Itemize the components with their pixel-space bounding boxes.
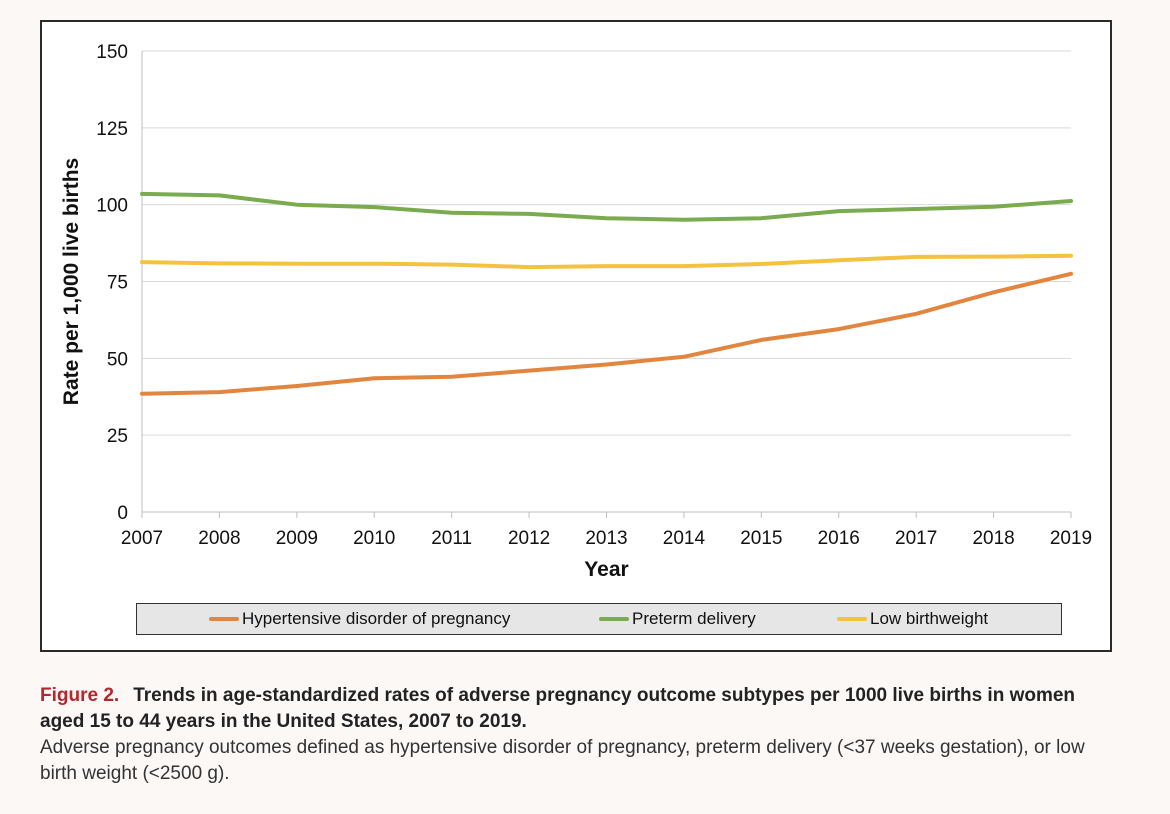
x-tick-label: 2008 [198, 528, 240, 549]
x-tick-label: 2013 [585, 528, 627, 549]
x-tick-label: 2011 [431, 528, 472, 549]
x-tick-label: 2015 [740, 528, 782, 549]
y-tick-label: 0 [117, 503, 128, 524]
series-line-3 [140, 253, 1073, 270]
chart-frame: 0 25 50 75 100 125 150 2007 2008 2009 2010 2011 2012… [40, 20, 1112, 652]
x-tick-label: 2009 [276, 528, 318, 549]
x-tick-label: 2019 [1050, 528, 1092, 549]
series-line-1 [140, 271, 1073, 396]
y-tick-label: 100 [96, 196, 128, 217]
legend-swatch [837, 617, 867, 621]
x-tick-label: 2018 [972, 528, 1014, 549]
x-tick-label: 2010 [353, 528, 395, 549]
y-tick-label: 125 [96, 119, 128, 140]
y-tick-label: 75 [107, 273, 128, 294]
figure-description: Adverse pregnancy outcomes defined as hy… [40, 737, 1085, 784]
legend-label: Preterm delivery [632, 609, 756, 628]
figure-label: Figure 2. [40, 685, 120, 706]
figure-title: Trends in age-standardized rates of adve… [40, 685, 1076, 732]
y-axis-title: Rate per 1,000 live births [60, 158, 83, 405]
x-tick-label: 2012 [508, 528, 550, 549]
chart-legend: Hypertensive disorder of pregnancy Preter… [136, 603, 1062, 635]
y-tick-label: 50 [107, 349, 128, 370]
legend-item: Hypertensive disorder of pregnancy [209, 604, 510, 634]
legend-swatch [599, 617, 629, 621]
x-tick-label: 2014 [663, 528, 706, 549]
y-tick-label: 150 [96, 42, 128, 63]
x-tick-label: 2016 [818, 528, 860, 549]
legend-item: Low birthweight [837, 604, 988, 634]
series-line-2 [140, 191, 1073, 222]
legend-label: Low birthweight [870, 609, 989, 628]
x-axis-title: Year [584, 558, 628, 581]
x-tick-label: 2017 [895, 528, 937, 549]
y-tick-label: 25 [107, 426, 128, 447]
line-chart: 0 25 50 75 100 125 150 2007 2008 2009 2010 2011 2012… [60, 42, 1092, 581]
legend-item: Preterm delivery [599, 604, 756, 634]
legend-swatch [209, 617, 239, 621]
x-tick-label: 2007 [121, 528, 163, 549]
legend-label: Hypertensive disorder of pregnancy [242, 609, 511, 628]
figure-caption: Figure 2. Trends in age-standardized rate… [40, 683, 1120, 787]
